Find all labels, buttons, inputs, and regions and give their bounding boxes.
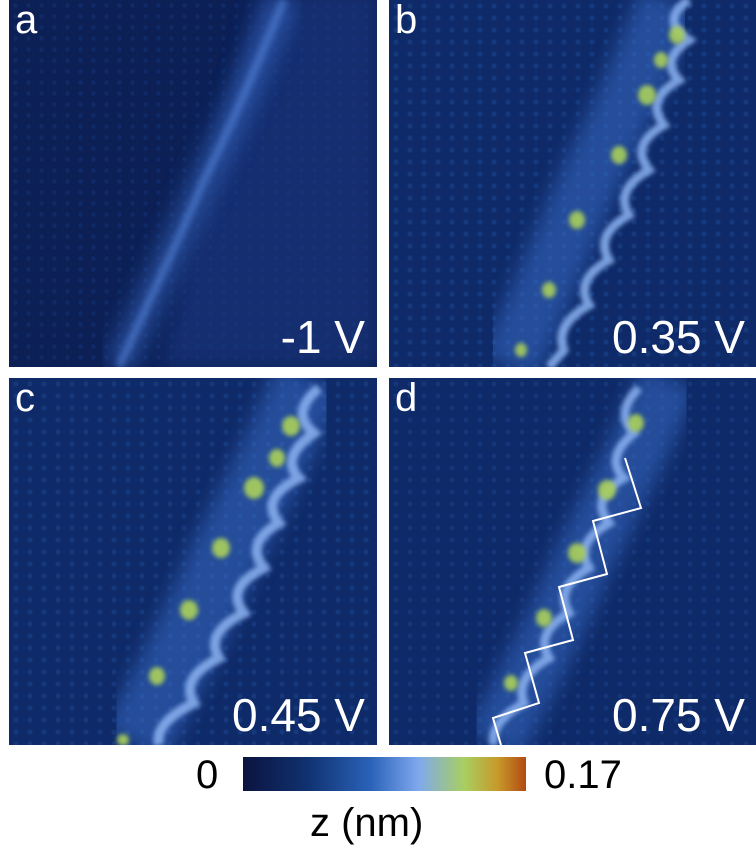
colorbar [243, 757, 526, 791]
zigzag-edge-overlay [491, 457, 643, 745]
bias-voltage-label: 0.35 V [612, 311, 745, 363]
stm-image-d [389, 378, 756, 745]
colorbar-min-label: 0 [196, 753, 219, 797]
panel-letter: d [395, 378, 418, 420]
stm-image-b [389, 0, 756, 367]
panel-letter: c [15, 378, 35, 420]
stm-image-a [9, 0, 377, 367]
stm-panel-a: a -1 V [9, 0, 377, 367]
panel-letter: b [395, 0, 418, 42]
bias-voltage-label: 0.75 V [612, 689, 745, 741]
colorbar-max-label: 0.17 [544, 753, 622, 797]
stm-panel-b: b 0.35 V [389, 0, 756, 367]
bias-voltage-label: 0.45 V [232, 689, 365, 741]
colorbar-axis-label: z (nm) [310, 801, 424, 845]
stm-panel-c: c 0.45 V [9, 378, 377, 745]
stm-panel-d: d 0.75 V [389, 378, 756, 745]
panel-letter: a [15, 0, 38, 42]
stm-image-c [9, 378, 377, 745]
bias-voltage-label: -1 V [280, 311, 365, 363]
